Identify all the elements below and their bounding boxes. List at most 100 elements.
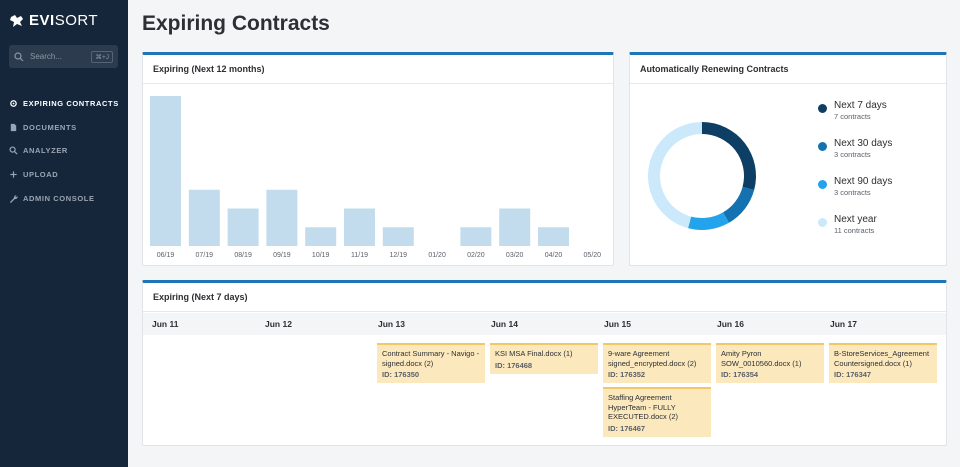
day-column-jun-15: 9-ware Agreement signed_encrypted.docx (… bbox=[603, 343, 711, 441]
contract-card[interactable]: Amity Pyron SOW_0010560.docx (1) ID: 176… bbox=[716, 343, 824, 383]
sidebar-item-upload[interactable]: UPLOAD bbox=[0, 163, 128, 187]
bar-02-20[interactable] bbox=[460, 227, 492, 246]
contract-card[interactable]: B-StoreServices_Agreement Countersigned.… bbox=[829, 343, 937, 383]
search-icon bbox=[14, 51, 24, 61]
donut-slice-2[interactable] bbox=[688, 212, 729, 230]
bar-07-19[interactable] bbox=[188, 189, 220, 246]
sidebar-item-label: ADMIN CONSOLE bbox=[23, 193, 95, 203]
x-tick-label: 03/20 bbox=[506, 252, 524, 259]
contract-name: B-StoreServices_Agreement Countersigned.… bbox=[834, 349, 930, 368]
contract-id: ID: 176350 bbox=[382, 370, 420, 379]
day-header: Jun 17 bbox=[830, 319, 857, 329]
sidebar-item-analyzer[interactable]: ANALYZER bbox=[0, 139, 128, 163]
day-column-jun-17: B-StoreServices_Agreement Countersigned.… bbox=[829, 343, 937, 387]
legend-label: Next 90 days bbox=[834, 176, 893, 187]
app-logo[interactable]: EVISORT bbox=[9, 12, 98, 29]
contract-id: ID: 176352 bbox=[608, 370, 646, 379]
legend-label: Next year bbox=[834, 214, 877, 225]
donut-slice-0[interactable] bbox=[702, 122, 756, 190]
day-column-jun-13: Contract Summary - Navigo - signed.docx … bbox=[377, 343, 485, 387]
days-header: Jun 11 Jun 12 Jun 13 Jun 14 Jun 15 Jun 1… bbox=[143, 313, 946, 335]
sidebar-item-admin-console[interactable]: ADMIN CONSOLE bbox=[0, 186, 128, 210]
x-tick-label: 05/20 bbox=[584, 252, 602, 259]
bar-06-19[interactable] bbox=[150, 96, 181, 246]
legend-swatch bbox=[818, 142, 827, 151]
contract-id: ID: 176468 bbox=[495, 360, 533, 370]
sidebar-item-expiring-contracts[interactable]: EXPIRING CONTRACTS bbox=[0, 92, 128, 116]
plus-icon bbox=[10, 171, 17, 178]
legend-item[interactable]: Next 7 days 7 contracts bbox=[818, 100, 892, 138]
gear-icon bbox=[10, 100, 17, 108]
x-tick-label: 11/19 bbox=[351, 252, 368, 259]
contract-card[interactable]: Staffing Agreement HyperTeam - FULLY EXE… bbox=[603, 387, 711, 437]
bar-03-20[interactable] bbox=[499, 208, 531, 247]
day-column-jun-14: KSI MSA Final.docx (1) ID: 176468 bbox=[490, 343, 598, 378]
day-header: Jun 11 bbox=[152, 319, 179, 329]
legend-count: 11 contracts bbox=[834, 226, 875, 235]
legend-count: 3 contracts bbox=[834, 188, 871, 197]
day-header: Jun 15 bbox=[604, 319, 631, 329]
contract-card[interactable]: Contract Summary - Navigo - signed.docx … bbox=[377, 343, 485, 383]
bar-10-19[interactable] bbox=[305, 227, 337, 246]
sidebar: EVISORT ⌘+J EXPIRING CONTRACTS DOCUMENTS bbox=[0, 0, 128, 467]
legend-swatch bbox=[818, 180, 827, 189]
expiring-bar-chart: 06/19 07/19 08/19 09/19 10/19 11/19 12/19 01/20… bbox=[150, 96, 602, 259]
bar-09-19[interactable] bbox=[266, 189, 298, 246]
day-header: Jun 12 bbox=[265, 319, 292, 329]
x-tick-label: 07/19 bbox=[196, 252, 214, 259]
search-box[interactable]: ⌘+J bbox=[9, 45, 118, 68]
legend-label: Next 7 days bbox=[834, 100, 887, 111]
legend-swatch bbox=[818, 218, 827, 227]
legend-item[interactable]: Next 90 days 3 contracts bbox=[818, 176, 892, 214]
logo-icon bbox=[10, 14, 23, 27]
day-header: Jun 14 bbox=[491, 319, 518, 329]
donut-legend: Next 7 days 7 contracts Next 30 days 3 c… bbox=[818, 100, 892, 252]
wrench-icon bbox=[9, 194, 18, 203]
x-tick-label: 02/20 bbox=[467, 252, 485, 259]
card-title: Expiring (Next 7 days) bbox=[143, 283, 946, 312]
bar-11-19[interactable] bbox=[344, 208, 375, 247]
legend-count: 7 contracts bbox=[834, 112, 871, 121]
bar-08-19[interactable] bbox=[227, 208, 259, 247]
search-input[interactable] bbox=[30, 52, 92, 61]
search-icon bbox=[9, 146, 18, 155]
legend-item[interactable]: Next 30 days 3 contracts bbox=[818, 138, 892, 176]
x-tick-label: 12/19 bbox=[390, 252, 408, 259]
contract-card[interactable]: KSI MSA Final.docx (1) ID: 176468 bbox=[490, 343, 598, 374]
contract-name: Contract Summary - Navigo - signed.docx … bbox=[382, 349, 480, 368]
expiring-12-months-card: Expiring (Next 12 months) 06/19 07/19 08/1… bbox=[142, 52, 614, 266]
x-tick-label: 04/20 bbox=[545, 252, 563, 259]
contract-name: KSI MSA Final.docx (1) bbox=[495, 349, 573, 358]
legend-item[interactable]: Next year 11 contracts bbox=[818, 214, 892, 252]
contract-id: ID: 176347 bbox=[834, 370, 872, 379]
search-shortcut-badge: ⌘+J bbox=[91, 50, 113, 63]
contract-card[interactable]: 9-ware Agreement signed_encrypted.docx (… bbox=[603, 343, 711, 383]
logo-text: EVISORT bbox=[29, 12, 99, 29]
contract-id: ID: 176467 bbox=[608, 423, 646, 433]
donut-slice-1[interactable] bbox=[723, 186, 755, 223]
renewing-donut-chart bbox=[648, 122, 756, 230]
contract-name: Staffing Agreement HyperTeam - FULLY EXE… bbox=[608, 393, 679, 421]
expiring-7-days-card: Expiring (Next 7 days) Jun 11 Jun 12 Jun… bbox=[142, 280, 947, 446]
day-column-jun-16: Amity Pyron SOW_0010560.docx (1) ID: 176… bbox=[716, 343, 824, 387]
card-title: Automatically Renewing Contracts bbox=[630, 55, 946, 84]
sidebar-item-documents[interactable]: DOCUMENTS bbox=[0, 116, 128, 140]
sidebar-item-label: UPLOAD bbox=[23, 170, 59, 180]
document-icon bbox=[10, 123, 17, 131]
contract-name: Amity Pyron SOW_0010560.docx (1) bbox=[721, 349, 802, 368]
day-header: Jun 16 bbox=[717, 319, 744, 329]
sidebar-item-label: DOCUMENTS bbox=[23, 122, 77, 132]
contract-name: 9-ware Agreement signed_encrypted.docx (… bbox=[608, 349, 697, 368]
legend-count: 3 contracts bbox=[834, 150, 871, 159]
x-tick-label: 10/19 bbox=[312, 252, 330, 259]
donut-slice-3[interactable] bbox=[648, 122, 702, 229]
card-title: Expiring (Next 12 months) bbox=[143, 55, 613, 84]
x-tick-label: 09/19 bbox=[273, 252, 291, 259]
legend-swatch bbox=[818, 104, 827, 113]
bar-12-19[interactable] bbox=[382, 227, 414, 246]
sidebar-item-label: ANALYZER bbox=[23, 146, 68, 156]
bar-04-20[interactable] bbox=[538, 227, 569, 246]
x-tick-label: 08/19 bbox=[234, 252, 252, 259]
x-tick-label: 01/20 bbox=[428, 252, 446, 259]
x-tick-label: 06/19 bbox=[157, 252, 175, 259]
